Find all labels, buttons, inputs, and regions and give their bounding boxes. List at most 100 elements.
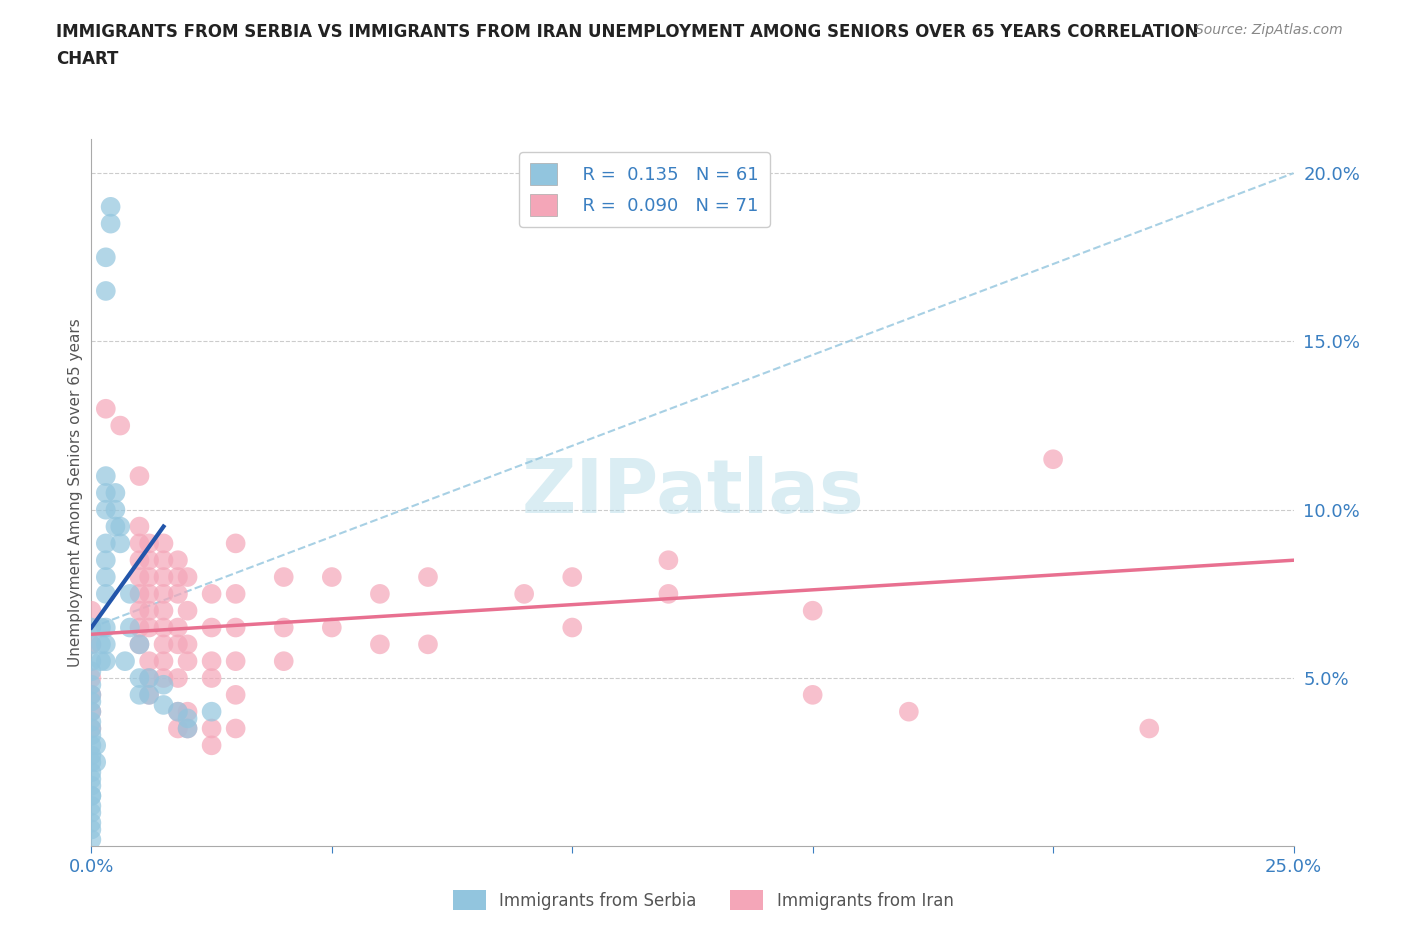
Point xyxy=(80,721,103,736)
Point xyxy=(368,587,391,602)
Point xyxy=(513,587,536,602)
Legend: Immigrants from Serbia, Immigrants from Iran: Immigrants from Serbia, Immigrants from … xyxy=(446,884,960,917)
Point xyxy=(110,418,132,433)
Point xyxy=(152,620,174,635)
Point xyxy=(368,637,391,652)
Point xyxy=(152,587,174,602)
Point xyxy=(90,637,112,652)
Point xyxy=(152,604,174,618)
Point xyxy=(152,654,174,669)
Point xyxy=(110,519,132,534)
Point xyxy=(416,569,439,584)
Point xyxy=(80,755,103,770)
Point xyxy=(94,620,117,635)
Point xyxy=(114,654,136,669)
Point xyxy=(152,569,174,584)
Point xyxy=(176,721,198,736)
Y-axis label: Unemployment Among Seniors over 65 years: Unemployment Among Seniors over 65 years xyxy=(67,319,83,668)
Point xyxy=(167,704,190,719)
Point xyxy=(167,620,190,635)
Point xyxy=(138,569,160,584)
Point xyxy=(128,469,150,484)
Point xyxy=(94,402,117,417)
Point xyxy=(94,485,117,500)
Point xyxy=(167,704,190,719)
Point xyxy=(80,805,103,820)
Point xyxy=(128,569,150,584)
Point xyxy=(128,687,150,702)
Point xyxy=(225,587,247,602)
Point xyxy=(80,728,103,743)
Point xyxy=(94,637,117,652)
Point xyxy=(1042,452,1064,467)
Point xyxy=(80,671,103,685)
Point xyxy=(128,536,150,551)
Point xyxy=(416,637,439,652)
Point xyxy=(80,832,103,847)
Point xyxy=(201,587,224,602)
Point xyxy=(201,654,224,669)
Point xyxy=(80,778,103,793)
Point xyxy=(104,485,127,500)
Point xyxy=(80,604,103,618)
Point xyxy=(225,654,247,669)
Point xyxy=(167,637,190,652)
Point xyxy=(176,637,198,652)
Point xyxy=(80,694,103,709)
Point xyxy=(80,637,103,652)
Point xyxy=(118,620,141,635)
Point xyxy=(138,620,160,635)
Point xyxy=(657,552,679,567)
Point xyxy=(80,721,103,736)
Point xyxy=(152,552,174,567)
Point xyxy=(1137,721,1160,736)
Point xyxy=(80,816,103,830)
Point xyxy=(138,536,160,551)
Point xyxy=(104,519,127,534)
Point xyxy=(128,519,150,534)
Point xyxy=(225,620,247,635)
Point xyxy=(80,664,103,679)
Point xyxy=(201,737,224,752)
Point xyxy=(138,687,160,702)
Point xyxy=(225,536,247,551)
Point xyxy=(128,637,150,652)
Point xyxy=(167,552,190,567)
Point xyxy=(138,671,160,685)
Point xyxy=(128,620,150,635)
Point xyxy=(138,552,160,567)
Point xyxy=(657,587,679,602)
Point xyxy=(80,737,103,752)
Point xyxy=(273,654,295,669)
Point xyxy=(273,569,295,584)
Point xyxy=(138,604,160,618)
Legend:   R =  0.135   N = 61,   R =  0.090   N = 71: R = 0.135 N = 61, R = 0.090 N = 71 xyxy=(519,153,769,227)
Point xyxy=(84,737,107,752)
Point xyxy=(152,637,174,652)
Point xyxy=(94,284,117,299)
Point xyxy=(801,604,824,618)
Point xyxy=(167,671,190,685)
Point xyxy=(104,502,127,517)
Point xyxy=(80,764,103,779)
Point xyxy=(80,654,103,669)
Point xyxy=(897,704,920,719)
Point xyxy=(321,620,343,635)
Point xyxy=(94,552,117,567)
Point xyxy=(94,654,117,669)
Point xyxy=(128,587,150,602)
Point xyxy=(225,687,247,702)
Point xyxy=(128,671,150,685)
Point xyxy=(80,620,103,635)
Point xyxy=(84,755,107,770)
Point xyxy=(94,469,117,484)
Point xyxy=(100,216,122,231)
Point xyxy=(561,620,583,635)
Point xyxy=(321,569,343,584)
Point xyxy=(80,789,103,804)
Point xyxy=(225,721,247,736)
Text: IMMIGRANTS FROM SERBIA VS IMMIGRANTS FROM IRAN UNEMPLOYMENT AMONG SENIORS OVER 6: IMMIGRANTS FROM SERBIA VS IMMIGRANTS FRO… xyxy=(56,23,1199,68)
Point xyxy=(80,714,103,729)
Point xyxy=(90,620,112,635)
Point xyxy=(138,654,160,669)
